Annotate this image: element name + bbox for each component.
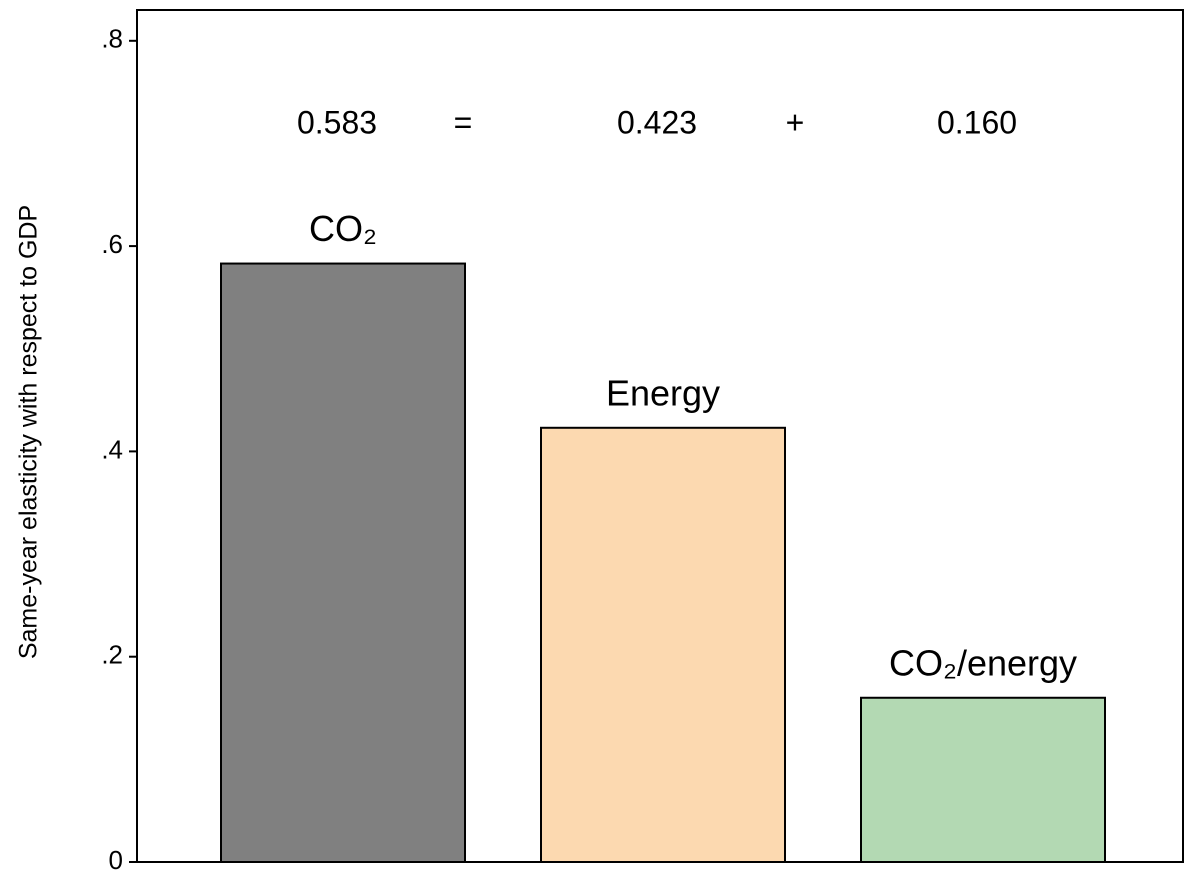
bar	[220, 262, 466, 863]
bar	[540, 426, 786, 863]
category-label: Energy	[606, 372, 720, 413]
annotation: =	[454, 104, 473, 140]
y-axis-title: Same-year elasticity with respect to GDP	[15, 205, 43, 659]
y-tick-label: .6	[101, 229, 123, 259]
y-tick-label: 0	[109, 845, 123, 875]
value-label: 0.583	[297, 104, 377, 140]
category-label: CO₂/energy	[889, 642, 1077, 683]
y-tick-label: .4	[101, 434, 123, 464]
value-label: 0.423	[617, 104, 697, 140]
value-label: 0.160	[937, 104, 1017, 140]
y-tick-label: .2	[101, 640, 123, 670]
annotation: +	[786, 104, 805, 140]
category-label: CO₂	[309, 208, 377, 249]
bar	[860, 696, 1106, 863]
y-tick-label: .8	[101, 24, 123, 54]
